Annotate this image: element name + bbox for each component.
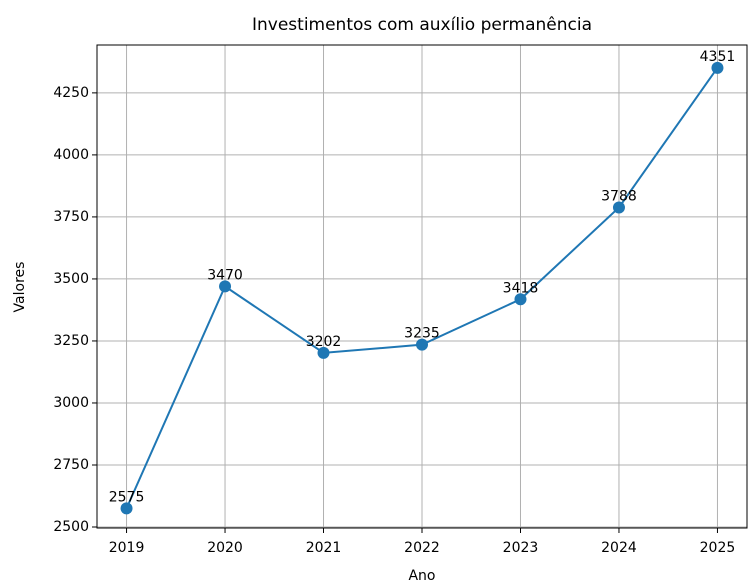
x-axis-label: Ano: [408, 568, 435, 584]
data-point: [120, 502, 133, 515]
data-label: 3202: [306, 334, 342, 350]
y-tick-label: 3750: [53, 209, 89, 225]
x-tick-label: 2022: [404, 540, 440, 556]
data-label: 3418: [503, 280, 539, 296]
data-point: [514, 293, 527, 306]
y-axis-label: Valores: [12, 262, 28, 313]
x-tick-label: 2023: [503, 540, 539, 556]
x-tick-label: 2020: [207, 540, 243, 556]
data-label: 4351: [700, 49, 736, 65]
data-label: 3788: [601, 188, 637, 204]
data-label: 2575: [109, 489, 145, 505]
data-label: 3470: [207, 267, 243, 283]
y-tick-label: 3000: [53, 395, 89, 411]
data-point: [416, 338, 428, 351]
x-tick-label: 2021: [306, 540, 342, 556]
chart-title: Investimentos com auxílio permanência: [252, 15, 592, 35]
x-tick-label: 2024: [601, 540, 637, 556]
data-point: [612, 201, 625, 214]
y-tick-label: 2750: [53, 457, 89, 473]
y-tick-label: 4000: [53, 147, 89, 163]
data-point: [711, 61, 724, 74]
y-tick-label: 3500: [53, 271, 89, 287]
plot-frame: [96, 44, 748, 529]
data-point: [317, 346, 330, 359]
data-point: [219, 280, 232, 293]
x-tick-label: 2019: [109, 540, 145, 556]
y-tick-label: 3250: [53, 333, 89, 349]
data-label: 3235: [404, 326, 440, 342]
y-tick-label: 2500: [53, 519, 89, 535]
y-tick-label: 4250: [53, 85, 89, 101]
x-tick-label: 2025: [700, 540, 736, 556]
